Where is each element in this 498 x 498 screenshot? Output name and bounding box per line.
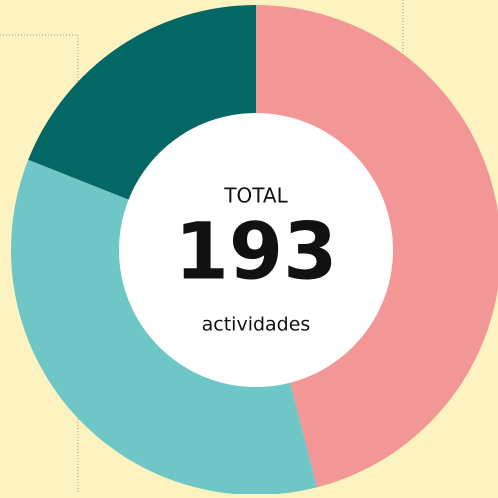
center-label: TOTAL bbox=[223, 184, 288, 208]
total-unit: actividades bbox=[202, 314, 311, 336]
donut-hole bbox=[119, 113, 393, 387]
total-value: 193 bbox=[175, 207, 338, 297]
